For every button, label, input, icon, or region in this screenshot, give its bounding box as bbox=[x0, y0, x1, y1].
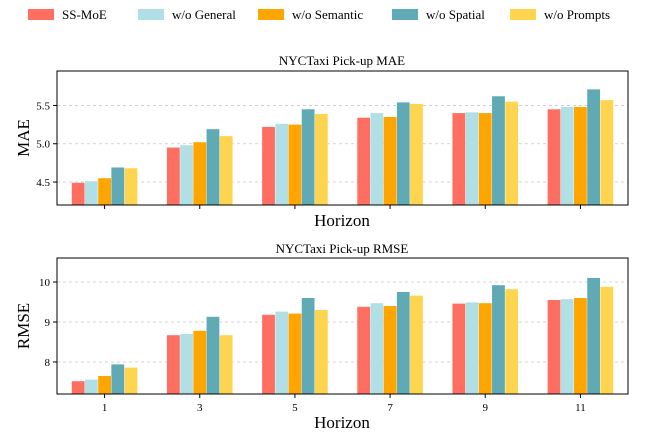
rmse-x-tick-label: 11 bbox=[575, 402, 586, 414]
rmse-bar-w-o-general-h3 bbox=[180, 334, 193, 394]
mae-bar-w-o-prompts-h3 bbox=[219, 136, 233, 205]
mae-bar-w-o-general-h11 bbox=[560, 106, 574, 205]
rmse-bar-w-o-spatial-h7 bbox=[396, 292, 410, 394]
mae-bar-w-o-prompts-h1 bbox=[124, 168, 138, 205]
mae-bar-w-o-semantic-h3 bbox=[193, 142, 207, 205]
rmse-bar-ss-moe-h7 bbox=[357, 306, 371, 394]
legend: SS-MoE w/o General w/o Semantic w/o Spat… bbox=[28, 7, 610, 22]
rmse-x-tick-label: 9 bbox=[483, 402, 489, 414]
rmse-bar-w-o-semantic-h9 bbox=[478, 303, 492, 394]
rmse-x-tick-label: 3 bbox=[197, 402, 203, 414]
mae-bar-ss-moe-h3 bbox=[166, 147, 180, 205]
mae-y-tick-label: 4.5 bbox=[36, 177, 50, 189]
rmse-bar-w-o-general-h5 bbox=[275, 311, 289, 394]
rmse-bar-w-o-spatial-h5 bbox=[301, 298, 315, 394]
rmse-y-axis-label: RMSE bbox=[14, 303, 33, 349]
rmse-chart-title: NYCTaxi Pick-up RMSE bbox=[276, 241, 409, 256]
rmse-x-axis-label: Horizon bbox=[314, 413, 370, 432]
rmse-bar-w-o-semantic-h11 bbox=[574, 298, 587, 394]
mae-bar-w-o-spatial-h1 bbox=[111, 167, 125, 205]
rmse-bar-w-o-semantic-h3 bbox=[193, 330, 207, 394]
legend-swatch-wo-prompts bbox=[510, 9, 536, 20]
rmse-bar-w-o-semantic-h1 bbox=[98, 376, 111, 394]
legend-label-wo-prompts: w/o Prompts bbox=[544, 7, 610, 22]
mae-bar-w-o-semantic-h1 bbox=[98, 178, 111, 205]
mae-bar-w-o-prompts-h7 bbox=[410, 103, 423, 205]
mae-bar-w-o-spatial-h5 bbox=[301, 109, 315, 205]
rmse-bar-w-o-semantic-h5 bbox=[288, 313, 302, 394]
mae-x-axis-label: Horizon bbox=[314, 211, 370, 230]
rmse-bar-w-o-prompts-h5 bbox=[314, 310, 328, 394]
rmse-bar-w-o-prompts-h11 bbox=[600, 286, 614, 394]
rmse-bar-w-o-general-h9 bbox=[465, 302, 479, 394]
mae-bar-w-o-prompts-h9 bbox=[505, 101, 519, 205]
mae-bar-w-o-spatial-h9 bbox=[492, 96, 505, 205]
rmse-x-tick-label: 7 bbox=[387, 402, 393, 414]
mae-bar-w-o-spatial-h11 bbox=[587, 89, 601, 205]
mae-bar-ss-moe-h9 bbox=[452, 113, 466, 205]
mae-bar-w-o-semantic-h7 bbox=[383, 116, 397, 205]
rmse-bar-ss-moe-h9 bbox=[452, 303, 466, 394]
mae-chart-panel: NYCTaxi Pick-up MAE 4.5 5.0 5.5 Horizon MA… bbox=[14, 53, 629, 230]
mae-bar-w-o-general-h5 bbox=[275, 123, 289, 205]
rmse-bar-w-o-prompts-h9 bbox=[505, 289, 519, 394]
mae-bar-w-o-semantic-h11 bbox=[574, 106, 587, 205]
mae-bar-w-o-semantic-h5 bbox=[288, 124, 302, 205]
rmse-bar-ss-moe-h11 bbox=[547, 300, 561, 394]
rmse-bar-w-o-general-h1 bbox=[84, 379, 98, 394]
rmse-plot-frame bbox=[56, 257, 629, 395]
rmse-bar-ss-moe-h3 bbox=[166, 335, 180, 394]
mae-bar-w-o-prompts-h11 bbox=[600, 100, 614, 205]
rmse-y-tick-label: 8 bbox=[45, 357, 51, 369]
mae-y-tick-label: 5.0 bbox=[36, 139, 50, 151]
mae-bar-w-o-general-h3 bbox=[180, 145, 193, 205]
rmse-y-tick-label: 9 bbox=[45, 317, 51, 329]
mae-plot-frame bbox=[56, 70, 629, 206]
legend-swatch-ss-moe bbox=[28, 9, 54, 20]
legend-swatch-wo-general bbox=[138, 9, 164, 20]
mae-bar-w-o-spatial-h3 bbox=[206, 129, 220, 205]
mae-bar-ss-moe-h5 bbox=[262, 126, 275, 205]
legend-label-wo-semantic: w/o Semantic bbox=[292, 7, 363, 22]
rmse-bar-w-o-prompts-h3 bbox=[219, 335, 233, 394]
legend-label-wo-spatial: w/o Spatial bbox=[426, 7, 485, 22]
rmse-bar-w-o-spatial-h11 bbox=[587, 278, 601, 394]
legend-swatch-wo-spatial bbox=[392, 9, 418, 20]
legend-swatch-wo-semantic bbox=[258, 9, 284, 20]
rmse-bar-ss-moe-h1 bbox=[71, 381, 85, 394]
mae-chart-title: NYCTaxi Pick-up MAE bbox=[279, 53, 405, 68]
legend-label-ss-moe: SS-MoE bbox=[62, 7, 107, 22]
mae-bar-ss-moe-h7 bbox=[357, 117, 371, 205]
mae-bar-w-o-prompts-h5 bbox=[314, 113, 328, 205]
mae-bar-w-o-general-h9 bbox=[465, 112, 479, 205]
mae-bar-w-o-general-h7 bbox=[370, 113, 384, 205]
rmse-bar-w-o-spatial-h3 bbox=[206, 316, 220, 394]
rmse-chart-panel: NYCTaxi Pick-up RMSE 8 9 10 1 3 5 7 9 11 Horizon… bbox=[14, 241, 629, 432]
mae-bar-w-o-general-h1 bbox=[84, 181, 98, 205]
rmse-bar-w-o-spatial-h9 bbox=[492, 285, 505, 394]
rmse-bar-w-o-general-h7 bbox=[370, 303, 384, 394]
mae-bar-ss-moe-h1 bbox=[71, 182, 85, 205]
rmse-bar-ss-moe-h5 bbox=[262, 314, 275, 394]
rmse-bar-w-o-general-h11 bbox=[560, 299, 574, 394]
mae-bar-ss-moe-h11 bbox=[547, 109, 561, 205]
rmse-bar-w-o-prompts-h7 bbox=[410, 295, 423, 394]
mae-y-tick-label: 5.5 bbox=[36, 100, 50, 112]
rmse-bar-w-o-spatial-h1 bbox=[111, 364, 125, 394]
mae-bar-w-o-spatial-h7 bbox=[396, 102, 410, 205]
rmse-bar-w-o-semantic-h7 bbox=[383, 306, 397, 394]
rmse-x-tick-label: 5 bbox=[292, 402, 298, 414]
rmse-bar-w-o-prompts-h1 bbox=[124, 367, 138, 394]
rmse-y-tick-label: 10 bbox=[39, 277, 51, 289]
rmse-x-tick-label: 1 bbox=[102, 402, 108, 414]
legend-label-wo-general: w/o General bbox=[172, 7, 236, 22]
mae-y-axis-label: MAE bbox=[14, 119, 33, 157]
mae-bar-w-o-semantic-h9 bbox=[478, 113, 492, 205]
